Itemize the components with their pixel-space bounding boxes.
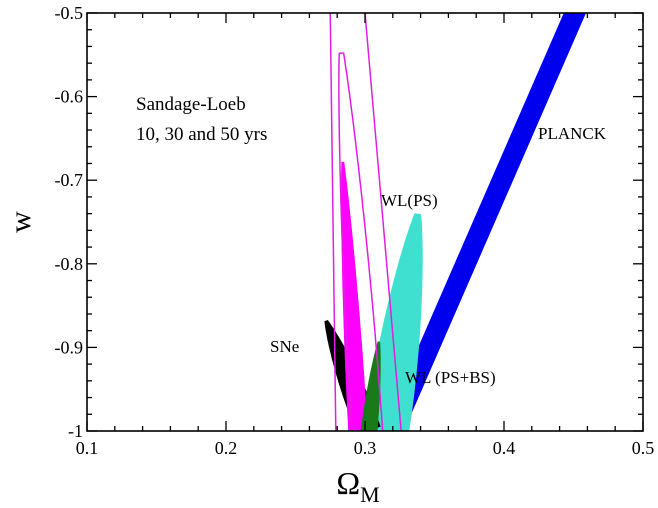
y-tick-labels: -1 -0.9 -0.8 -0.7 -0.6 -0.5 xyxy=(55,3,84,441)
y-tick-label: -1 xyxy=(68,421,83,441)
sandage-loeb-30yr-outline xyxy=(338,52,384,431)
y-tick-label: -0.9 xyxy=(55,337,84,357)
x-axis-title: ΩM xyxy=(336,465,379,507)
y-tick-label: -0.8 xyxy=(55,254,84,274)
planck-band xyxy=(381,13,587,431)
sandage-loeb-years-label: 10, 30 and 50 yrs xyxy=(136,124,267,145)
x-tick-label: 0.2 xyxy=(215,438,238,458)
y-tick-label: -0.5 xyxy=(55,3,84,23)
axis-ticks xyxy=(86,12,644,432)
contour-regions xyxy=(324,13,587,431)
wl-ps-label: WL(PS) xyxy=(381,191,438,210)
wl-ps-bs-label: WL (PS+BS) xyxy=(405,368,496,387)
sandage-loeb-label: Sandage-Loeb xyxy=(136,94,246,115)
x-tick-label: 0.1 xyxy=(76,438,99,458)
x-tick-labels: 0.1 0.2 0.3 0.4 0.5 xyxy=(76,438,655,458)
y-tick-label: -0.7 xyxy=(55,170,84,190)
x-tick-label: 0.5 xyxy=(632,438,655,458)
sandage-loeb-10yr-outline xyxy=(329,13,402,431)
sne-label: SNe xyxy=(270,337,299,356)
planck-label: PLANCK xyxy=(538,124,607,143)
x-tick-label: 0.3 xyxy=(354,438,377,458)
x-tick-label: 0.4 xyxy=(493,438,516,458)
y-tick-label: -0.6 xyxy=(55,87,84,107)
y-axis-title: w xyxy=(4,211,37,233)
wl-ps-bs-ellipse xyxy=(360,341,381,431)
